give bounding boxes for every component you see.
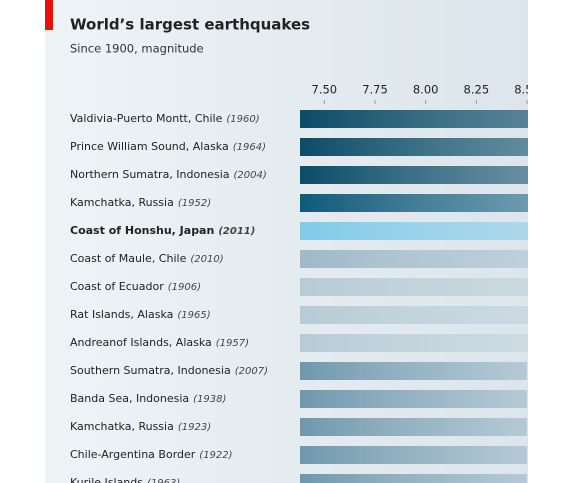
category-name: Prince William Sound, Alaska — [70, 140, 229, 153]
category-year: (2010) — [190, 254, 223, 265]
x-tick-label: 8.50 — [514, 83, 540, 97]
category-name: Kurile Islands — [70, 476, 143, 483]
category-label: Kamchatka, Russia (1923) — [70, 420, 211, 433]
bar — [300, 278, 528, 296]
red-flag — [45, 0, 53, 30]
category-name: Kamchatka, Russia — [70, 420, 174, 433]
category-name: Coast of Maule, Chile — [70, 252, 187, 265]
category-label: Valdivia-Puerto Montt, Chile (1960) — [70, 112, 260, 125]
category-name: Kamchatka, Russia — [70, 196, 174, 209]
category-name: Rat Islands, Alaska — [70, 308, 173, 321]
x-tick-label: 8.25 — [464, 83, 490, 97]
category-label: Coast of Maule, Chile (2010) — [70, 252, 224, 265]
category-name: Northern Sumatra, Indonesia — [70, 168, 230, 181]
x-tick-label: 7.50 — [312, 83, 338, 97]
bar — [300, 306, 528, 324]
bar — [300, 250, 528, 268]
x-tick-label: 7.75 — [362, 83, 388, 97]
category-label: Coast of Honshu, Japan (2011) — [70, 224, 255, 237]
category-year: (1906) — [168, 282, 201, 293]
category-year: (2011) — [218, 226, 255, 237]
bar — [300, 390, 528, 408]
category-label: Southern Sumatra, Indonesia (2007) — [70, 364, 268, 377]
category-label: Coast of Ecuador (1906) — [70, 280, 201, 293]
category-label: Banda Sea, Indonesia (1938) — [70, 392, 226, 405]
panel — [45, 0, 528, 483]
bar — [300, 418, 528, 436]
bar — [300, 222, 528, 240]
x-tick-label: 8.00 — [413, 83, 439, 97]
category-year: (1964) — [233, 142, 266, 153]
category-name: Southern Sumatra, Indonesia — [70, 364, 231, 377]
category-name: Coast of Ecuador — [70, 280, 164, 293]
category-label: Rat Islands, Alaska (1965) — [70, 308, 211, 321]
bar — [300, 110, 528, 128]
category-name: Valdivia-Puerto Montt, Chile — [70, 112, 223, 125]
bar — [300, 166, 528, 184]
bar — [300, 474, 528, 483]
category-name: Coast of Honshu, Japan — [70, 224, 214, 237]
category-year: (1938) — [193, 394, 226, 405]
plot: 7.50 7.75 8.00 8.25 8.50 — [300, 83, 540, 483]
category-name: Banda Sea, Indonesia — [70, 392, 189, 405]
category-label: Andreanof Islands, Alaska (1957) — [70, 336, 249, 349]
category-year: (2004) — [234, 170, 267, 181]
category-label: Northern Sumatra, Indonesia (2004) — [70, 168, 267, 181]
bar — [300, 194, 528, 212]
bar — [300, 334, 528, 352]
category-name: Chile-Argentina Border — [70, 448, 196, 461]
category-year: (1960) — [226, 114, 259, 125]
bar — [300, 446, 528, 464]
chart-title: World’s largest earthquakes — [70, 16, 310, 34]
category-label: Prince William Sound, Alaska (1964) — [70, 140, 266, 153]
category-year: (1957) — [216, 338, 249, 349]
category-label: Chile-Argentina Border (1922) — [70, 448, 233, 461]
chart-subtitle: Since 1900, magnitude — [70, 42, 204, 56]
category-name: Andreanof Islands, Alaska — [70, 336, 212, 349]
category-label: Kurile Islands (1963) — [70, 476, 180, 483]
bar — [300, 138, 528, 156]
category-year: (1965) — [177, 310, 210, 321]
category-year: (1963) — [147, 478, 180, 483]
category-year: (1922) — [199, 450, 232, 461]
category-year: (1923) — [178, 422, 211, 433]
category-year: (1952) — [178, 198, 211, 209]
bar — [300, 362, 528, 380]
category-label: Kamchatka, Russia (1952) — [70, 196, 211, 209]
category-year: (2007) — [235, 366, 268, 377]
